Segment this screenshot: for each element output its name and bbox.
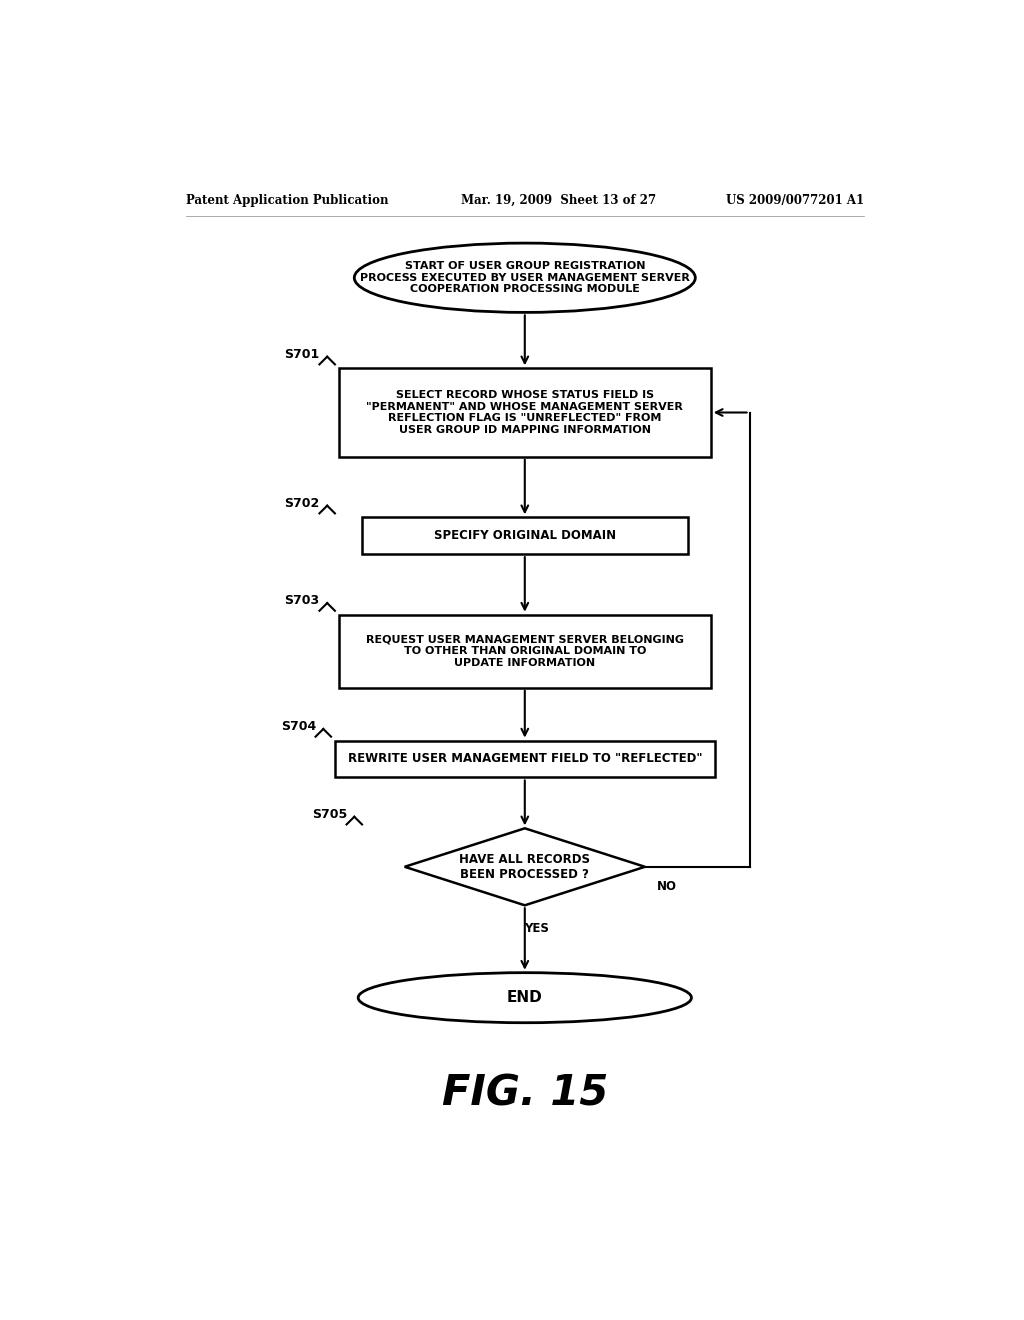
Text: REQUEST USER MANAGEMENT SERVER BELONGING
TO OTHER THAN ORIGINAL DOMAIN TO
UPDATE: REQUEST USER MANAGEMENT SERVER BELONGING… (366, 635, 684, 668)
Bar (335, 741, 715, 777)
Text: S702: S702 (285, 496, 319, 510)
Bar (339, 368, 711, 457)
Text: FIG. 15: FIG. 15 (441, 1073, 608, 1115)
Text: NO: NO (656, 879, 677, 892)
Text: SELECT RECORD WHOSE STATUS FIELD IS
"PERMANENT" AND WHOSE MANAGEMENT SERVER
REFL: SELECT RECORD WHOSE STATUS FIELD IS "PER… (367, 391, 683, 434)
Text: Patent Application Publication: Patent Application Publication (186, 194, 389, 207)
Text: YES: YES (524, 921, 549, 935)
Text: Mar. 19, 2009  Sheet 13 of 27: Mar. 19, 2009 Sheet 13 of 27 (461, 194, 656, 207)
Ellipse shape (358, 973, 691, 1023)
Text: END: END (507, 990, 543, 1006)
Text: REWRITE USER MANAGEMENT FIELD TO "REFLECTED": REWRITE USER MANAGEMENT FIELD TO "REFLEC… (347, 752, 702, 766)
Text: SPECIFY ORIGINAL DOMAIN: SPECIFY ORIGINAL DOMAIN (434, 529, 615, 543)
Text: S703: S703 (285, 594, 319, 607)
Polygon shape (404, 829, 645, 906)
Bar (339, 615, 711, 688)
Text: US 2009/0077201 A1: US 2009/0077201 A1 (726, 194, 864, 207)
Text: S704: S704 (281, 721, 316, 733)
Text: HAVE ALL RECORDS
BEEN PROCESSED ?: HAVE ALL RECORDS BEEN PROCESSED ? (460, 853, 590, 880)
Bar (362, 517, 687, 554)
Text: S701: S701 (285, 348, 319, 360)
Ellipse shape (354, 243, 695, 313)
Text: START OF USER GROUP REGISTRATION
PROCESS EXECUTED BY USER MANAGEMENT SERVER
COOP: START OF USER GROUP REGISTRATION PROCESS… (359, 261, 690, 294)
Text: S705: S705 (311, 808, 347, 821)
